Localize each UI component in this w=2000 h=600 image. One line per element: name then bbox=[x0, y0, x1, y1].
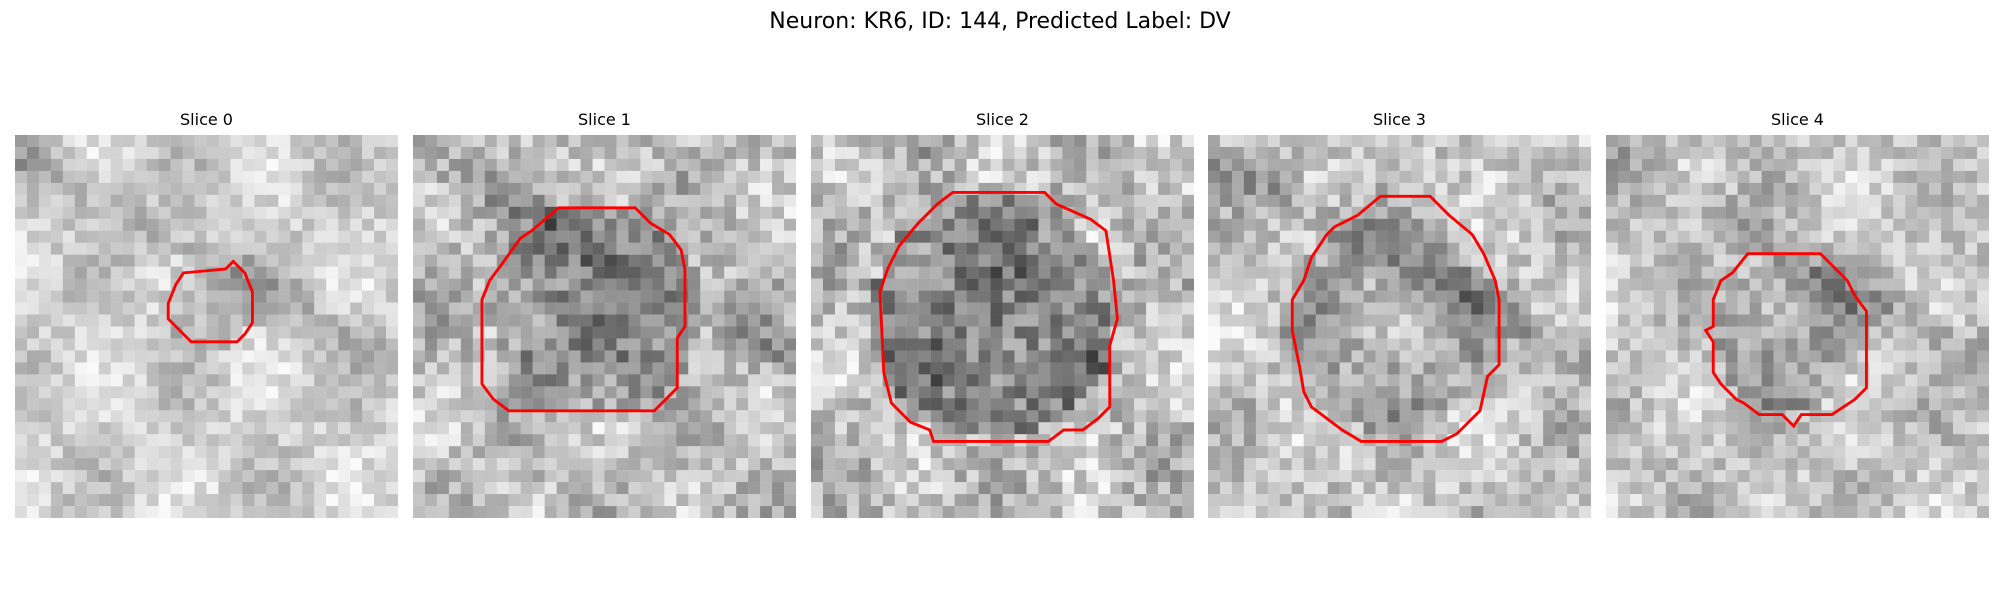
slice-image bbox=[1208, 135, 1591, 518]
panel-title: Slice 0 bbox=[15, 110, 398, 130]
slice-image bbox=[15, 135, 398, 518]
panel-title: Slice 3 bbox=[1208, 110, 1591, 130]
pixel-grid bbox=[1606, 135, 1989, 518]
pixel-grid bbox=[15, 135, 398, 518]
slice-image bbox=[811, 135, 1194, 518]
slice-image bbox=[413, 135, 796, 518]
panel-title: Slice 2 bbox=[811, 110, 1194, 130]
pixel-grid bbox=[1208, 135, 1591, 518]
panel-title: Slice 1 bbox=[413, 110, 796, 130]
slice-image bbox=[1606, 135, 1989, 518]
panel-title: Slice 4 bbox=[1606, 110, 1989, 130]
pixel-grid bbox=[413, 135, 796, 518]
figure-title: Neuron: KR6, ID: 144, Predicted Label: D… bbox=[0, 7, 2000, 37]
